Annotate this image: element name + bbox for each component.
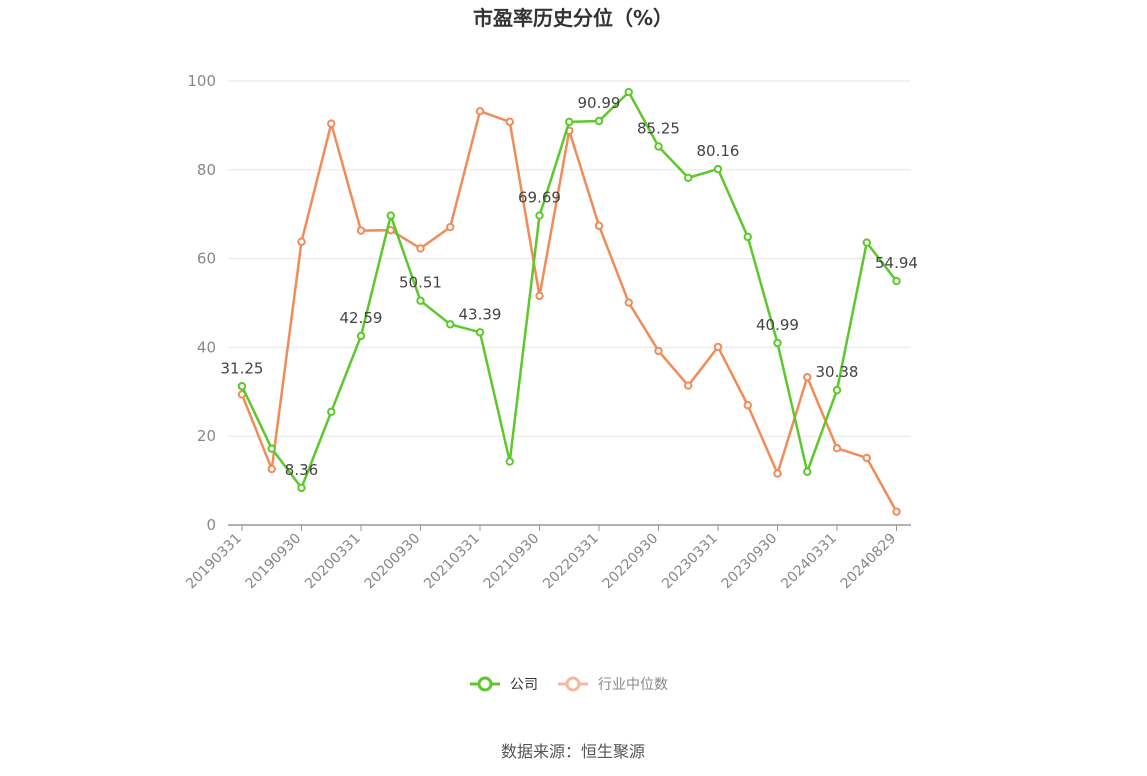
- data-label-14: 85.25: [637, 119, 680, 137]
- data-label-16: 80.16: [697, 142, 740, 160]
- data-point-0-2: [297, 483, 306, 493]
- x-tick-label-20200930: 20200930: [362, 531, 424, 593]
- legend-company-label: 公司: [510, 677, 538, 693]
- data-point-0-5: [386, 211, 395, 220]
- legend-industry-marker-icon: [565, 676, 581, 692]
- data-label-4: 42.59: [340, 309, 383, 327]
- data-point-0-11: [565, 117, 574, 127]
- data-label-8: 43.39: [459, 305, 502, 323]
- data-label-22: 54.94: [875, 254, 918, 272]
- y-axis: 0 20 40 60 80 100: [187, 72, 216, 534]
- data-label-20: 30.38: [816, 363, 859, 381]
- data-label-0: 31.25: [221, 359, 264, 377]
- data-point-1-20: [832, 443, 842, 453]
- data-point-0-7: [446, 320, 455, 329]
- data-point-1-19: [803, 372, 812, 382]
- data-label-12: 90.99: [578, 94, 621, 112]
- y-tick-label-80: 80: [197, 161, 216, 179]
- data-point-0-16: [713, 164, 723, 174]
- data-point-0-20: [832, 385, 842, 395]
- data-point-1-4: [356, 226, 366, 235]
- x-tick-label-20230331: 20230331: [659, 531, 721, 593]
- legend-industry-label: 行业中位数: [598, 677, 668, 693]
- x-tick-label-20210331: 20210331: [421, 531, 483, 593]
- data-labels: 31.25 8.36 42.59 50.51 43.39 69.69 90.99 85.25 8…: [221, 94, 918, 479]
- legend-company-marker-icon: [477, 676, 493, 692]
- data-point-1-14: [654, 346, 663, 356]
- data-point-0-0: [237, 382, 247, 391]
- data-point-1-16: [713, 342, 723, 352]
- data-point-1-2: [297, 237, 306, 246]
- x-tick-label-20190331: 20190331: [183, 531, 245, 593]
- y-tick-label-40: 40: [197, 338, 216, 356]
- data-point-1-18: [773, 469, 782, 478]
- data-point-1-17: [743, 400, 752, 410]
- data-point-1-3: [327, 119, 336, 128]
- data-label-6: 50.51: [399, 274, 442, 292]
- data-point-0-6: [416, 296, 425, 305]
- data-source-note: 数据来源：恒生聚源: [501, 742, 645, 761]
- data-point-1-8: [475, 106, 485, 116]
- data-label-10: 69.69: [518, 189, 561, 207]
- data-point-1-21: [862, 453, 871, 463]
- data-point-0-1: [267, 444, 276, 453]
- x-tick-label-20220930: 20220930: [600, 531, 662, 593]
- x-tick-label-20200331: 20200331: [302, 531, 364, 593]
- data-point-1-10: [535, 291, 544, 301]
- data-point-0-18: [773, 338, 782, 348]
- data-point-1-13: [624, 298, 633, 307]
- legend: 公司 行业中位数: [470, 676, 668, 693]
- data-point-1-12: [594, 221, 604, 230]
- x-tick-label-20210930: 20210930: [481, 531, 543, 593]
- data-point-0-14: [654, 142, 663, 151]
- x-axis: 2019033120190930202003312020093020210331…: [183, 524, 911, 593]
- data-point-1-15: [684, 381, 693, 390]
- data-point-1-1: [267, 464, 276, 474]
- series-company: [237, 87, 901, 493]
- y-tick-label-0: 0: [206, 516, 216, 534]
- data-label-18: 40.99: [756, 316, 799, 334]
- data-point-0-22: [892, 276, 901, 286]
- data-point-1-6: [416, 244, 425, 253]
- data-point-0-8: [475, 328, 485, 337]
- legend-item-industry-median[interactable]: 行业中位数: [558, 676, 668, 693]
- data-point-1-7: [446, 222, 455, 232]
- data-point-0-10: [535, 211, 544, 220]
- data-label-2: 8.36: [285, 461, 318, 479]
- data-point-0-13: [624, 87, 633, 97]
- y-tick-label-100: 100: [187, 72, 216, 90]
- data-point-0-19: [803, 467, 812, 476]
- x-tick-label-20220331: 20220331: [540, 531, 602, 593]
- data-point-0-17: [743, 232, 752, 242]
- data-point-0-3: [327, 407, 336, 416]
- data-point-0-15: [684, 173, 693, 182]
- y-tick-label-20: 20: [197, 427, 216, 445]
- grid-lines: [228, 80, 911, 437]
- x-tick-label-20190930: 20190930: [243, 531, 305, 593]
- x-tick-label-20230930: 20230930: [719, 531, 781, 593]
- chart-title: 市盈率历史分位（%）: [473, 6, 673, 30]
- data-point-1-22: [892, 507, 901, 516]
- data-point-0-12: [594, 116, 604, 126]
- data-point-1-9: [505, 117, 514, 127]
- series-layer: [237, 87, 901, 516]
- data-point-0-21: [862, 238, 871, 247]
- x-tick-label-20240829: 20240829: [838, 531, 900, 593]
- x-tick-label-20240331: 20240331: [778, 531, 840, 593]
- y-tick-label-60: 60: [197, 250, 216, 268]
- data-point-0-9: [505, 457, 514, 466]
- legend-item-company[interactable]: 公司: [470, 676, 538, 693]
- data-point-0-4: [356, 331, 366, 341]
- series-industry-median: [237, 106, 901, 516]
